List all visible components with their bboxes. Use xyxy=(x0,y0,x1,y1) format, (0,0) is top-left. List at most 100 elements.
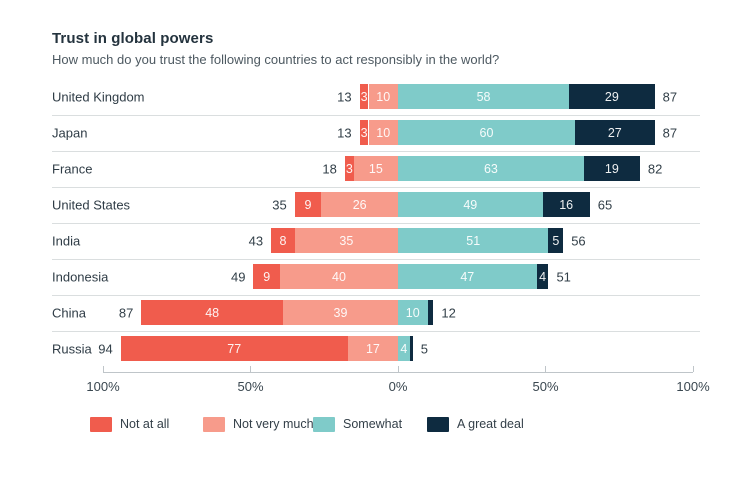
bar-segment-a-great-deal: 19 xyxy=(583,156,640,181)
right-total: 65 xyxy=(597,197,613,213)
bar-segment-value: 15 xyxy=(368,161,383,176)
bar-segment-somewhat: 51 xyxy=(398,228,549,253)
bar-segment-value: 51 xyxy=(466,233,481,248)
legend-item-somewhat: Somewhat xyxy=(313,416,402,432)
legend-label: A great deal xyxy=(457,417,524,431)
bar-segment-not-at-all: 77 xyxy=(120,336,348,361)
bar-segment-value: 19 xyxy=(604,161,619,176)
x-axis-tick-label: 50% xyxy=(237,379,264,394)
left-total: 43 xyxy=(248,233,264,249)
bar-segment-not-at-all: 9 xyxy=(253,264,280,289)
row-label: France xyxy=(52,161,93,177)
right-total: 12 xyxy=(441,305,456,321)
right-total: 82 xyxy=(647,161,663,177)
bar-segment-value: 3 xyxy=(360,89,368,104)
bar-segment-not-very-much: 39 xyxy=(282,300,398,325)
row-label: United States xyxy=(52,197,131,213)
row-label: India xyxy=(52,233,81,249)
left-total: 94 xyxy=(98,341,113,357)
bar-segment-not-at-all: 48 xyxy=(141,300,283,325)
legend-label: Not at all xyxy=(120,417,170,431)
bar-segment-value: 5 xyxy=(552,233,560,248)
bar-segment-a-great-deal: 16 xyxy=(542,192,590,217)
left-total: 13 xyxy=(337,125,352,141)
bar-segment-value: 4 xyxy=(400,341,408,356)
x-axis-tick-label: 100% xyxy=(676,379,710,394)
row-separator xyxy=(52,187,700,188)
bar-segment-value: 29 xyxy=(604,89,619,104)
chart-row: United Kingdom 13 3 10 58 29 87 xyxy=(0,79,754,115)
bar-segment-somewhat: 47 xyxy=(398,264,537,289)
x-axis-tick xyxy=(397,366,399,372)
bar-segment-not-at-all: 9 xyxy=(294,192,322,217)
row-label: United Kingdom xyxy=(52,89,145,105)
bar-segment-value: 3 xyxy=(360,125,368,140)
chart-title: Trust in global powers xyxy=(52,30,214,47)
bar-segment-value: 4 xyxy=(539,269,547,284)
bar-segment-value: 48 xyxy=(205,305,220,320)
row-label: Russia xyxy=(52,341,92,357)
left-total: 49 xyxy=(230,269,246,285)
bar-segment-value: 77 xyxy=(227,341,242,356)
bar-segment-not-at-all: 3 xyxy=(359,84,369,109)
chart-row: France 18 3 15 63 19 82 xyxy=(0,151,754,187)
left-total: 18 xyxy=(322,161,337,177)
bar-segment-not-at-all: 8 xyxy=(271,228,295,253)
bar-segment-somewhat: 63 xyxy=(398,156,584,181)
row-separator xyxy=(52,331,700,332)
bar-segment-somewhat: 10 xyxy=(398,300,428,325)
bar-segment-value: 17 xyxy=(365,341,380,356)
bar-segment-value: 10 xyxy=(376,125,391,140)
bar-segment-value: 9 xyxy=(304,197,312,212)
x-axis-tick-label: 50% xyxy=(532,379,559,394)
bar-segment-not-very-much: 35 xyxy=(294,228,398,253)
chart-row: India 43 8 35 51 5 56 xyxy=(0,223,754,259)
legend-label: Somewhat xyxy=(343,417,403,431)
x-axis-line xyxy=(103,372,693,373)
bar-segment-somewhat: 60 xyxy=(398,120,575,145)
x-axis-tick-label: 0% xyxy=(388,379,408,394)
bar-segment-a-great-deal xyxy=(427,300,434,325)
bar-segment-value: 35 xyxy=(339,233,354,248)
bar-segment-value: 9 xyxy=(263,269,271,284)
bar-segment-value: 58 xyxy=(476,89,491,104)
bar-segment-value: 3 xyxy=(345,161,353,176)
right-total: 51 xyxy=(556,269,571,285)
row-label: Indonesia xyxy=(52,269,109,285)
right-total: 56 xyxy=(571,233,586,249)
bar-segment-value: 39 xyxy=(333,305,348,320)
legend-item-a-great-deal: A great deal xyxy=(427,416,524,432)
bar-segment-value: 47 xyxy=(460,269,475,284)
row-label: China xyxy=(52,305,86,321)
bar-segment-not-very-much: 40 xyxy=(280,264,398,289)
bar-segment-not-very-much: 15 xyxy=(353,156,398,181)
bar-segment-somewhat: 49 xyxy=(398,192,543,217)
bar-segment-value: 60 xyxy=(479,125,494,140)
bar-segment-value: 16 xyxy=(559,197,574,212)
bar-segment-value: 40 xyxy=(332,269,346,284)
left-total: 13 xyxy=(337,89,352,105)
row-separator xyxy=(52,115,700,116)
chart-row: Japan 13 3 10 60 27 87 xyxy=(0,115,754,151)
x-axis-tick xyxy=(692,366,694,372)
chart-row: Russia 94 77 17 4 5 xyxy=(0,331,754,367)
chart-row: United States 35 9 26 49 16 65 xyxy=(0,187,754,223)
bar-segment-value: 27 xyxy=(607,125,622,140)
bar-segment-somewhat: 58 xyxy=(398,84,570,109)
bar-segment-a-great-deal: 4 xyxy=(536,264,549,289)
bar-segment-not-at-all: 3 xyxy=(344,156,354,181)
legend-swatch xyxy=(90,416,112,432)
chart-subtitle: How much do you trust the following coun… xyxy=(52,52,500,67)
legend-label: Not very much xyxy=(233,417,314,431)
x-axis-tick xyxy=(545,366,546,372)
legend-swatch xyxy=(427,416,449,432)
chart-row: Indonesia 49 9 40 47 4 51 xyxy=(0,259,754,295)
bar-segment-a-great-deal xyxy=(409,336,413,361)
bar-segment-not-very-much: 10 xyxy=(368,120,398,145)
row-label: Japan xyxy=(52,125,88,141)
row-separator xyxy=(52,151,700,152)
bar-segment-a-great-deal: 29 xyxy=(569,84,655,109)
bar-segment-value: 26 xyxy=(352,197,367,212)
